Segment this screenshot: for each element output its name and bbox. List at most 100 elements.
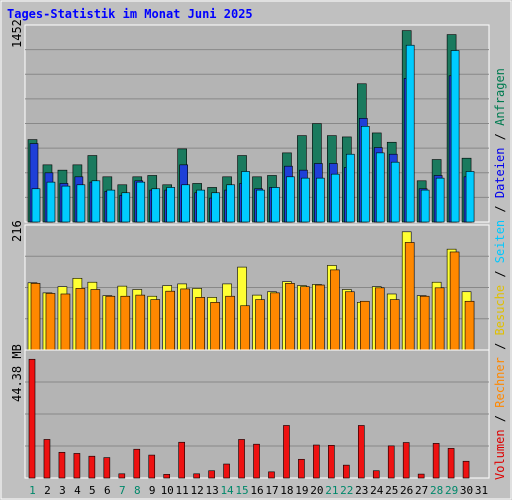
legend-rechner: Rechner (493, 357, 507, 408)
bar-rechner-day-15 (240, 305, 250, 351)
bar-rechner-day-29 (449, 251, 460, 351)
bar-volumen-day-30 (462, 460, 470, 479)
bar-seiten-day-12 (196, 189, 205, 223)
bar-rechner-day-18 (285, 283, 295, 351)
bar-volumen-day-2 (43, 439, 51, 479)
bar-volumen-day-28 (432, 443, 440, 479)
bar-seiten-day-21 (331, 173, 340, 223)
bar-rechner-day-7 (120, 295, 131, 351)
bar-rechner-day-17 (270, 292, 280, 351)
bar-rechner-day-27 (419, 295, 430, 351)
day-label-9: 9 (149, 484, 156, 497)
bar-rechner-day-5 (90, 289, 101, 351)
bar-rechner-day-26 (404, 242, 415, 351)
bar-rechner-day-19 (300, 286, 310, 351)
bar-rechner-day-30 (464, 300, 475, 351)
bar-seiten-day-15 (241, 171, 250, 223)
bar-seiten-day-1 (31, 188, 41, 223)
bar-seiten-day-29 (450, 50, 460, 223)
bar-volumen-day-4 (73, 453, 81, 479)
bar-rechner-day-11 (180, 288, 190, 351)
bar-volumen-day-18 (283, 425, 290, 479)
day-label-8: 8 (134, 484, 141, 497)
bar-rechner-day-8 (135, 294, 146, 351)
day-label-22: 22 (340, 484, 353, 497)
bar-volumen-day-14 (223, 463, 230, 479)
bar-volumen-day-5 (88, 455, 96, 479)
bar-rechner-day-22 (345, 291, 355, 351)
bar-rechner-day-3 (60, 293, 71, 351)
day-label-26: 26 (400, 484, 413, 497)
day-label-14: 14 (220, 484, 234, 497)
day-label-27: 27 (415, 484, 428, 497)
vertical-legend: Volumen / Rechner / Besuche / Seiten / D… (493, 68, 507, 480)
bar-seiten-day-3 (61, 185, 71, 223)
bar-volumen-day-29 (447, 448, 455, 479)
bar-seiten-day-26 (405, 44, 415, 223)
bar-volumen-day-16 (253, 443, 260, 479)
bar-seiten-day-25 (390, 161, 400, 223)
day-label-29: 29 (445, 484, 458, 497)
middle-panel-max-label: 216 (10, 220, 24, 242)
day-label-7: 7 (119, 484, 126, 497)
bar-volumen-day-9 (148, 454, 156, 479)
chart-title: Tages-Statistik im Monat Juni 2025 (7, 7, 253, 21)
bar-seiten-day-10 (166, 187, 176, 223)
day-label-18: 18 (280, 484, 293, 497)
bar-volumen-day-1 (28, 358, 36, 479)
bar-seiten-day-23 (360, 125, 370, 223)
day-label-20: 20 (310, 484, 323, 497)
day-label-6: 6 (104, 484, 111, 497)
bar-volumen-day-25 (387, 445, 395, 479)
bar-rechner-day-25 (389, 299, 400, 351)
day-label-5: 5 (89, 484, 96, 497)
bar-volumen-day-17 (268, 471, 275, 479)
bar-volumen-day-24 (372, 470, 380, 479)
bar-seiten-day-4 (76, 184, 86, 223)
bar-seiten-day-28 (435, 177, 445, 223)
bar-seiten-day-5 (91, 180, 101, 223)
bar-volumen-day-20 (313, 444, 320, 479)
legend-anfragen: Anfragen (493, 68, 507, 126)
bar-rechner-day-6 (105, 295, 116, 351)
day-label-23: 23 (355, 484, 368, 497)
bar-rechner-day-13 (210, 302, 220, 351)
bottom-panel-max-label: 44.38 MB (10, 344, 24, 402)
bar-rechner-day-14 (225, 295, 235, 351)
bar-rechner-day-10 (165, 290, 176, 351)
bar-volumen-day-27 (417, 473, 425, 479)
bar-seiten-day-20 (316, 177, 325, 223)
bar-seiten-day-16 (256, 189, 265, 223)
bar-seiten-day-9 (151, 188, 161, 223)
bar-volumen-day-8 (133, 448, 141, 479)
bar-volumen-day-11 (178, 441, 185, 479)
bar-volumen-day-19 (298, 458, 305, 479)
bar-volumen-day-15 (238, 439, 245, 479)
bar-seiten-day-13 (211, 192, 220, 223)
bar-volumen-day-26 (402, 442, 410, 479)
bar-seiten-day-18 (286, 176, 295, 223)
day-label-4: 4 (74, 484, 81, 497)
day-label-2: 2 (44, 484, 51, 497)
bar-rechner-day-4 (75, 288, 86, 351)
bar-volumen-day-22 (343, 464, 350, 479)
bar-rechner-day-12 (195, 297, 205, 351)
day-label-16: 16 (250, 484, 263, 497)
bar-rechner-day-2 (45, 293, 56, 351)
legend-seiten: Seiten (493, 219, 507, 264)
legend-dateien: Dateien (493, 147, 507, 199)
day-label-28: 28 (430, 484, 443, 497)
bar-volumen-day-12 (193, 473, 200, 479)
bar-volumen-day-7 (118, 473, 126, 479)
day-label-17: 17 (265, 484, 278, 497)
day-label-31: 31 (475, 484, 488, 497)
bar-seiten-day-30 (465, 171, 475, 223)
bar-seiten-day-14 (226, 184, 235, 223)
bar-rechner-day-21 (330, 269, 340, 351)
bar-seiten-day-27 (420, 189, 430, 223)
day-label-11: 11 (176, 484, 189, 497)
day-label-30: 30 (460, 484, 473, 497)
day-label-24: 24 (370, 484, 384, 497)
